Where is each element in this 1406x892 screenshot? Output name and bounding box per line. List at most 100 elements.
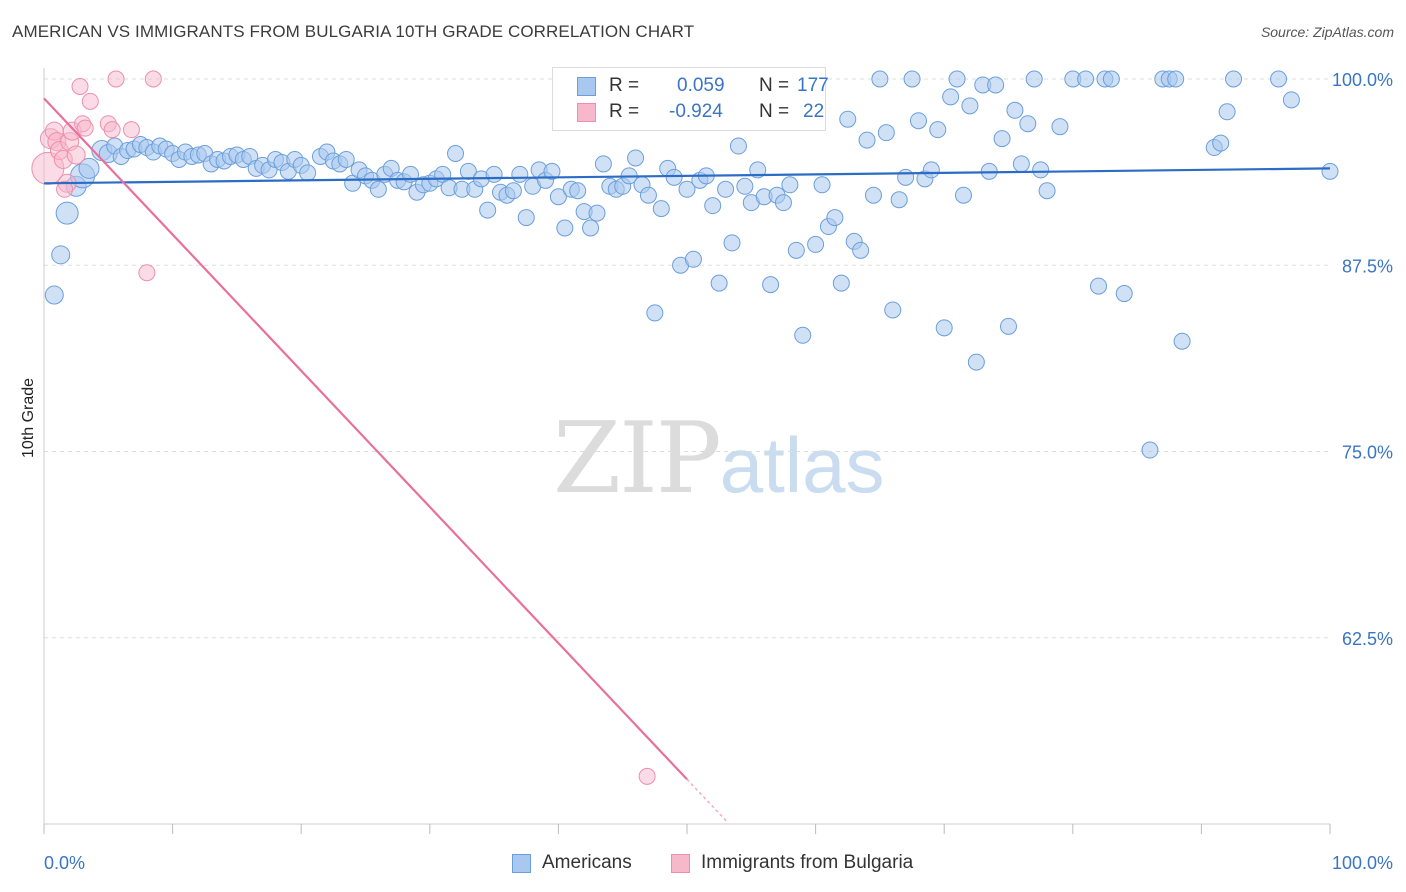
bulgaria-swatch [577,103,596,122]
americans-point [890,191,908,209]
americans-point [1000,317,1017,335]
y-tick-label: 75.0% [1342,443,1393,463]
americans-point [736,177,754,195]
americans-point [678,180,696,198]
americans-point [1141,441,1159,459]
americans-point [807,235,825,253]
americans-point [1019,115,1037,133]
americans-point [1115,285,1133,303]
n-label: N = [759,101,790,122]
americans-point [511,165,529,183]
americans-point [588,204,606,222]
americans-point [543,162,561,180]
bulgaria-points [31,70,656,785]
y-tick-label: 100.0% [1332,70,1393,90]
r-value: 0.059 [677,75,725,96]
americans-point [787,241,805,259]
americans-point [485,165,503,183]
americans-point [646,304,664,322]
americans-point [44,285,64,305]
tick-labels: 62.5% 75.0% 87.5% 100.0% 0.0% 100.0% [44,70,1393,873]
americans-point [852,241,870,259]
americans-point [479,201,497,219]
n-value: 177 [797,75,829,96]
americans-point [967,353,985,371]
americans-point [569,182,587,200]
americans-point [710,274,728,292]
americans-point [826,209,844,227]
americans-point [929,121,947,139]
americans-point [594,155,612,173]
americans-point [961,97,979,115]
americans-point [1038,182,1056,200]
americans-point [55,201,79,225]
n-label: N = [759,75,790,96]
bulgaria-legend-swatch [671,854,690,873]
americans-point [909,112,927,130]
watermark-zip: ZIP [553,402,722,516]
americans-point [987,76,1005,94]
americans-point [864,186,882,204]
chart-title: AMERICAN VS IMMIGRANTS FROM BULGARIA 10T… [12,22,695,41]
americans-point [723,234,741,252]
americans-point [627,149,645,167]
r-label: R = [609,101,640,122]
bulgaria-trend-extension [686,778,728,823]
americans-point [774,194,792,212]
americans-point [1077,70,1095,88]
watermark-atlas: atlas [719,421,885,509]
americans-point [922,161,940,179]
watermark: ZIPatlas [553,402,885,516]
bulgaria-point [122,121,140,139]
bulgaria-point [66,145,86,165]
americans-point [1025,70,1043,88]
americans-point [762,276,780,294]
americans-point [684,250,702,268]
americans-point [51,245,71,265]
americans-point [942,88,960,106]
americans-point [1212,134,1230,152]
n-value: 22 [803,101,825,122]
stats-legend: R = 0.059 N = 177 R = -0.924 N = 22 [552,67,829,131]
americans-point [897,168,915,186]
americans-point [1006,101,1024,119]
bulgaria-legend-label: Immigrants from Bulgaria [701,852,914,873]
americans-point [1218,103,1236,121]
americans-point [582,219,600,237]
americans-point [299,164,317,182]
americans-point [781,176,799,194]
americans-point [871,70,889,88]
americans-point [1282,91,1300,109]
americans-point [1012,155,1030,173]
americans-point [665,168,683,186]
americans-point [1051,118,1069,136]
americans-point [369,180,387,198]
americans-legend-label: Americans [542,852,632,873]
americans-point [556,219,574,237]
americans-trend-line [43,167,1331,185]
americans-point [1167,70,1185,88]
y-tick-label: 62.5% [1342,629,1393,649]
americans-point [884,301,902,319]
americans-point [729,137,747,155]
bulgaria-point [638,767,656,785]
americans-point [954,186,972,204]
americans-legend-swatch [512,854,531,873]
americans-point [832,274,850,292]
americans-point [1032,161,1050,179]
americans-point [839,110,857,128]
americans-swatch [577,77,596,96]
americans-point [704,197,722,215]
americans-point [78,157,100,179]
x-tick-label: 0.0% [44,853,85,873]
bulgaria-point [138,264,156,282]
bulgaria-point [76,119,94,137]
americans-point [935,319,953,337]
americans-point [858,131,876,149]
y-tick-label: 87.5% [1342,256,1393,276]
americans-point [652,200,670,218]
americans-point [337,150,355,168]
americans-point [948,70,966,88]
r-label: R = [609,75,640,96]
